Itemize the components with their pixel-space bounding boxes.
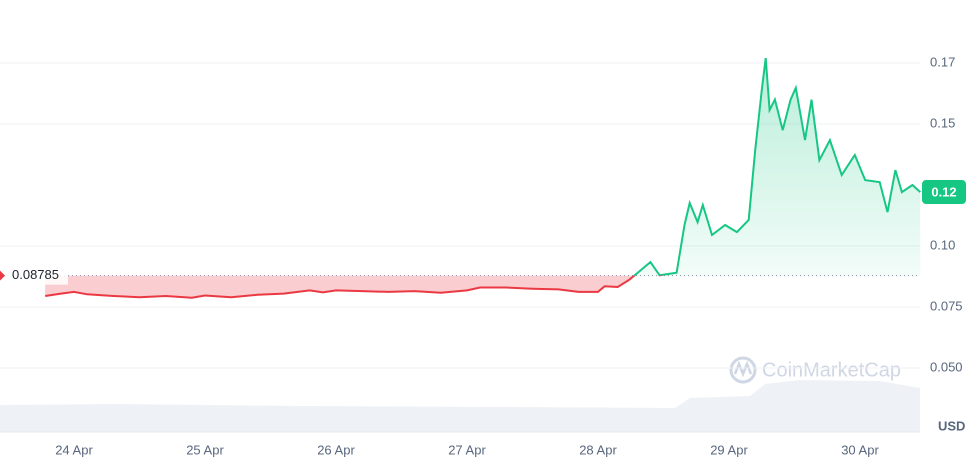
reference-label: 0.08785: [12, 267, 59, 282]
current-price-label: 0.12: [931, 184, 956, 199]
area-down: [45, 275, 635, 298]
x-tick-label: 30 Apr: [841, 442, 879, 457]
watermark: CoinMarketCap: [729, 356, 901, 384]
x-tick-label: 28 Apr: [579, 442, 617, 457]
y-unit: USD: [938, 418, 965, 433]
reference-marker: [0, 270, 5, 281]
x-tick-label: 27 Apr: [448, 442, 486, 457]
reference-label-bg: [8, 266, 68, 285]
x-tick-label: 26 Apr: [317, 442, 355, 457]
y-tick-label: 0.075: [930, 298, 963, 313]
y-tick-label: 0.15: [930, 115, 955, 130]
price-line-up: [632, 57, 921, 276]
x-tick-label: 29 Apr: [710, 442, 748, 457]
watermark-text: CoinMarketCap: [762, 359, 901, 381]
x-tick-label: 25 Apr: [186, 442, 224, 457]
y-tick-label: 0.050: [930, 359, 963, 374]
x-tick-label: 24 Apr: [55, 442, 93, 457]
y-tick-label: 0.17: [930, 54, 955, 69]
volume-area: [0, 380, 920, 432]
area-up: [45, 58, 921, 276]
current-price-badge: [922, 180, 966, 205]
price-line-down: [45, 275, 665, 299]
y-tick-label: 0.10: [930, 237, 955, 252]
